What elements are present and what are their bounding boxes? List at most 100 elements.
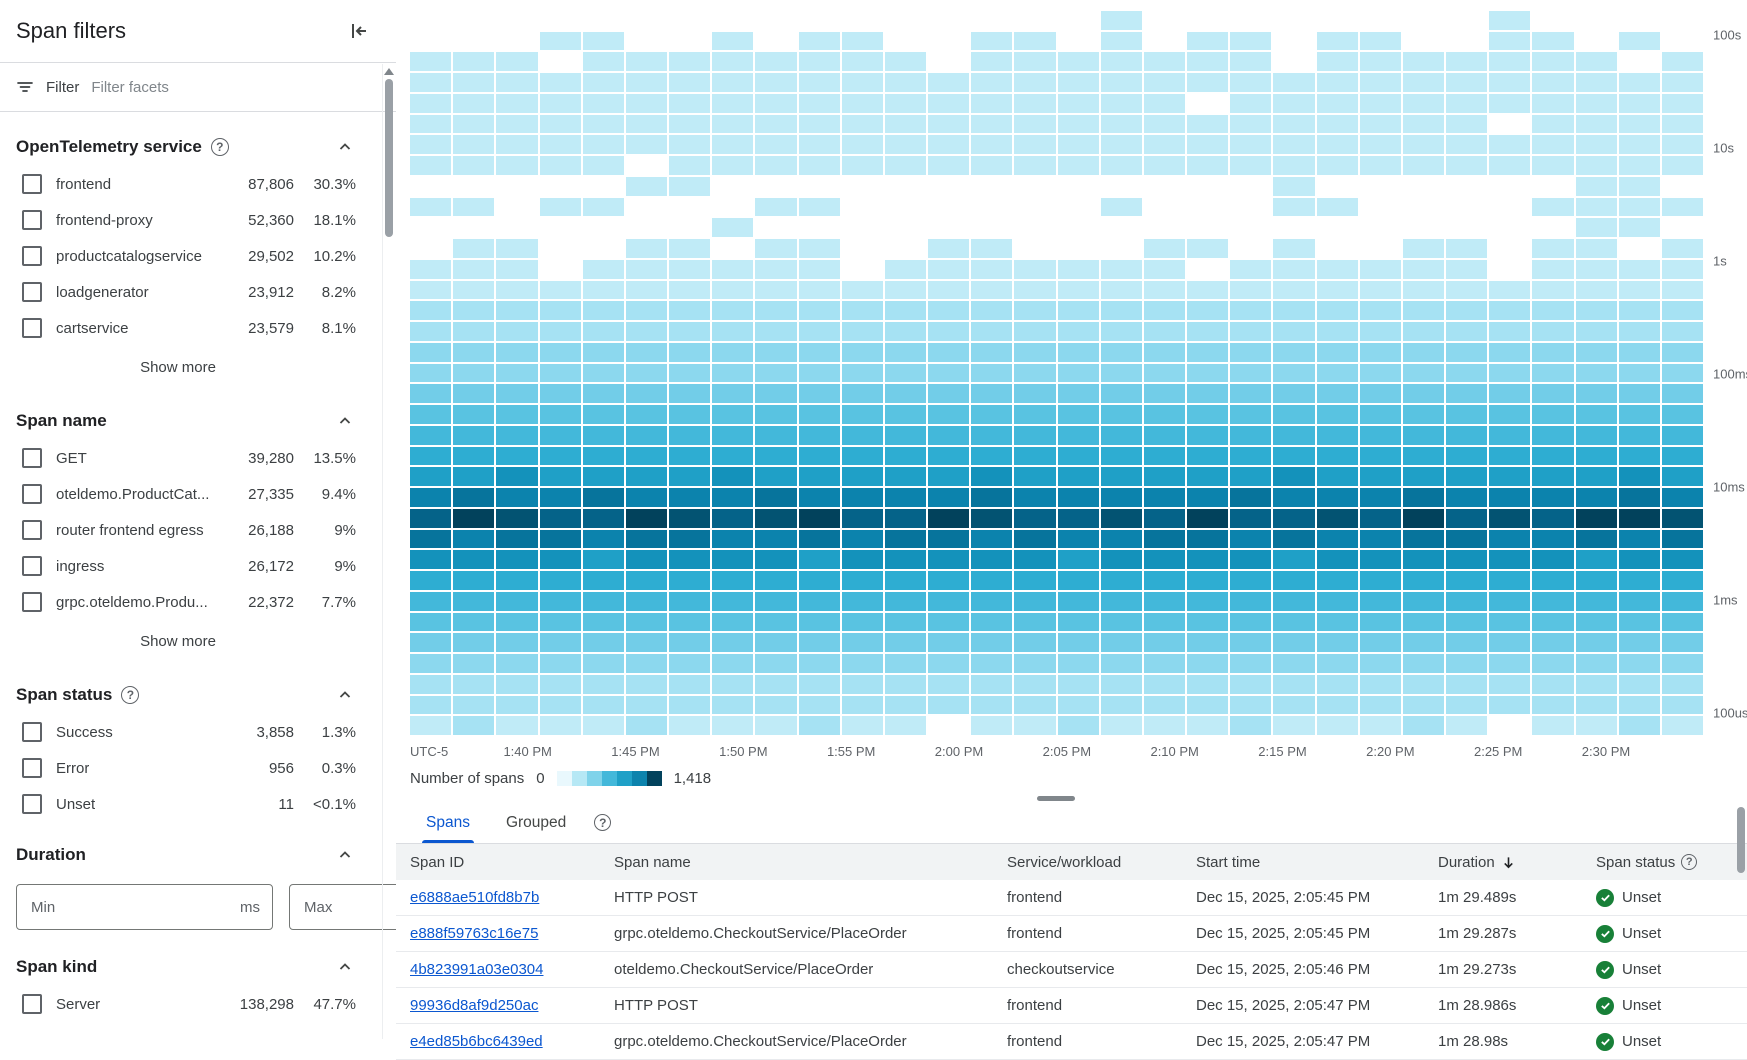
heatmap-cell[interactable] [453,488,495,507]
heatmap-cell[interactable] [625,425,667,445]
heatmap-cell[interactable] [1143,674,1185,694]
heatmap-cell[interactable] [798,384,840,404]
column-header-span-status[interactable]: Span status? [1596,854,1747,871]
heatmap-cell[interactable] [1057,363,1099,383]
heatmap-cell[interactable] [884,550,926,570]
heatmap-cell[interactable] [1273,654,1315,673]
heatmap-cell[interactable] [669,550,711,570]
heatmap-cell[interactable] [1014,384,1056,404]
heatmap-cell[interactable] [1014,218,1055,237]
heatmap-cell[interactable] [625,674,667,694]
heatmap-cell[interactable] [1187,674,1229,694]
heatmap-cell[interactable] [582,342,624,362]
heatmap-cell[interactable] [1403,32,1444,51]
heatmap-cell[interactable] [453,425,495,445]
heatmap-cell[interactable] [971,446,1013,466]
heatmap-cell[interactable] [1489,695,1531,715]
heatmap-cell[interactable] [1143,342,1185,362]
heatmap-cell[interactable] [1143,508,1185,528]
heatmap-cell[interactable] [1446,467,1488,487]
heatmap-cell[interactable] [755,405,797,424]
column-header-service-workload[interactable]: Service/workload [1007,854,1196,871]
facet-checkbox[interactable] [22,318,42,338]
heatmap-cell[interactable] [712,488,754,507]
heatmap-cell[interactable] [582,114,624,134]
heatmap-cell[interactable] [669,425,711,445]
heatmap-cell[interactable] [1057,384,1099,404]
heatmap-cell[interactable] [1575,488,1617,507]
heatmap-cell[interactable] [1402,467,1444,487]
heatmap-cell[interactable] [453,446,495,466]
heatmap-cell[interactable] [841,716,883,735]
facet-checkbox[interactable] [22,592,42,612]
heatmap-cell[interactable] [971,633,1013,653]
heatmap-cell[interactable] [1143,591,1185,611]
heatmap-cell[interactable] [669,384,711,404]
heatmap-cell[interactable] [1273,529,1315,549]
heatmap-cell[interactable] [1619,52,1660,71]
heatmap-cell[interactable] [1273,571,1315,590]
heatmap-cell[interactable] [1532,716,1574,735]
heatmap-cell[interactable] [1143,114,1185,134]
heatmap-cell[interactable] [1402,239,1444,258]
heatmap-cell[interactable] [1317,218,1358,237]
heatmap-cell[interactable] [1058,11,1099,30]
heatmap-cell[interactable] [453,550,495,570]
heatmap-cell[interactable] [1014,280,1056,300]
heatmap-cell[interactable] [1575,695,1617,715]
heatmap-cell[interactable] [1143,52,1185,72]
heatmap-cell[interactable] [625,405,667,424]
heatmap-cell[interactable] [410,633,452,653]
heatmap-cell[interactable] [1446,93,1488,113]
heatmap-cell[interactable] [1575,156,1617,175]
heatmap-cell[interactable] [1014,654,1056,673]
heatmap-cell[interactable] [1143,550,1185,570]
heatmap-cell[interactable] [712,31,754,51]
heatmap-cell[interactable] [669,301,711,321]
heatmap-cell[interactable] [1446,301,1488,321]
heatmap-cell[interactable] [1618,197,1660,217]
show-more-button[interactable]: Show more [140,632,216,650]
heatmap-cell[interactable] [928,529,970,549]
heatmap-cell[interactable] [1273,446,1315,466]
heatmap-cell[interactable] [496,508,538,528]
heatmap-cell[interactable] [1661,467,1703,487]
heatmap-cell[interactable] [1273,114,1315,134]
heatmap-cell[interactable] [1317,239,1358,258]
heatmap-cell[interactable] [453,342,495,362]
heatmap-cell[interactable] [928,425,970,445]
heatmap-cell[interactable] [1230,612,1272,632]
heatmap-cell[interactable] [1100,529,1142,549]
heatmap-cell[interactable] [1402,52,1444,72]
heatmap-cell[interactable] [1532,114,1574,134]
heatmap-cell[interactable] [453,280,495,300]
heatmap-cell[interactable] [1403,177,1444,196]
heatmap-cell[interactable] [410,93,452,113]
heatmap-cell[interactable] [1575,405,1617,424]
heatmap-cell[interactable] [1187,571,1229,590]
heatmap-cell[interactable] [1618,156,1660,175]
heatmap-cell[interactable] [1402,342,1444,362]
heatmap-cell[interactable] [1273,405,1315,424]
span-id-link[interactable]: e4ed85b6bc6439ed [410,1033,543,1050]
heatmap-cell[interactable] [496,52,538,72]
heatmap-cell[interactable] [1359,52,1401,72]
heatmap-cell[interactable] [712,405,754,424]
heatmap-cell[interactable] [798,156,840,175]
heatmap-cell[interactable] [755,239,797,258]
heatmap-cell[interactable] [1187,280,1229,300]
heatmap-cell[interactable] [1446,716,1488,735]
heatmap-cell[interactable] [1316,322,1358,341]
heatmap-cell[interactable] [1402,156,1444,175]
heatmap-cell[interactable] [1230,156,1272,175]
heatmap-cell[interactable] [884,52,926,72]
heatmap-cell[interactable] [755,633,797,653]
heatmap-cell[interactable] [1187,11,1228,30]
heatmap-cell[interactable] [712,135,754,155]
heatmap-cell[interactable] [496,301,538,321]
heatmap-cell[interactable] [453,674,495,694]
heatmap-cell[interactable] [1273,488,1315,507]
heatmap-cell[interactable] [1402,508,1444,528]
heatmap-cell[interactable] [1057,301,1099,321]
heatmap-cell[interactable] [1661,301,1703,321]
